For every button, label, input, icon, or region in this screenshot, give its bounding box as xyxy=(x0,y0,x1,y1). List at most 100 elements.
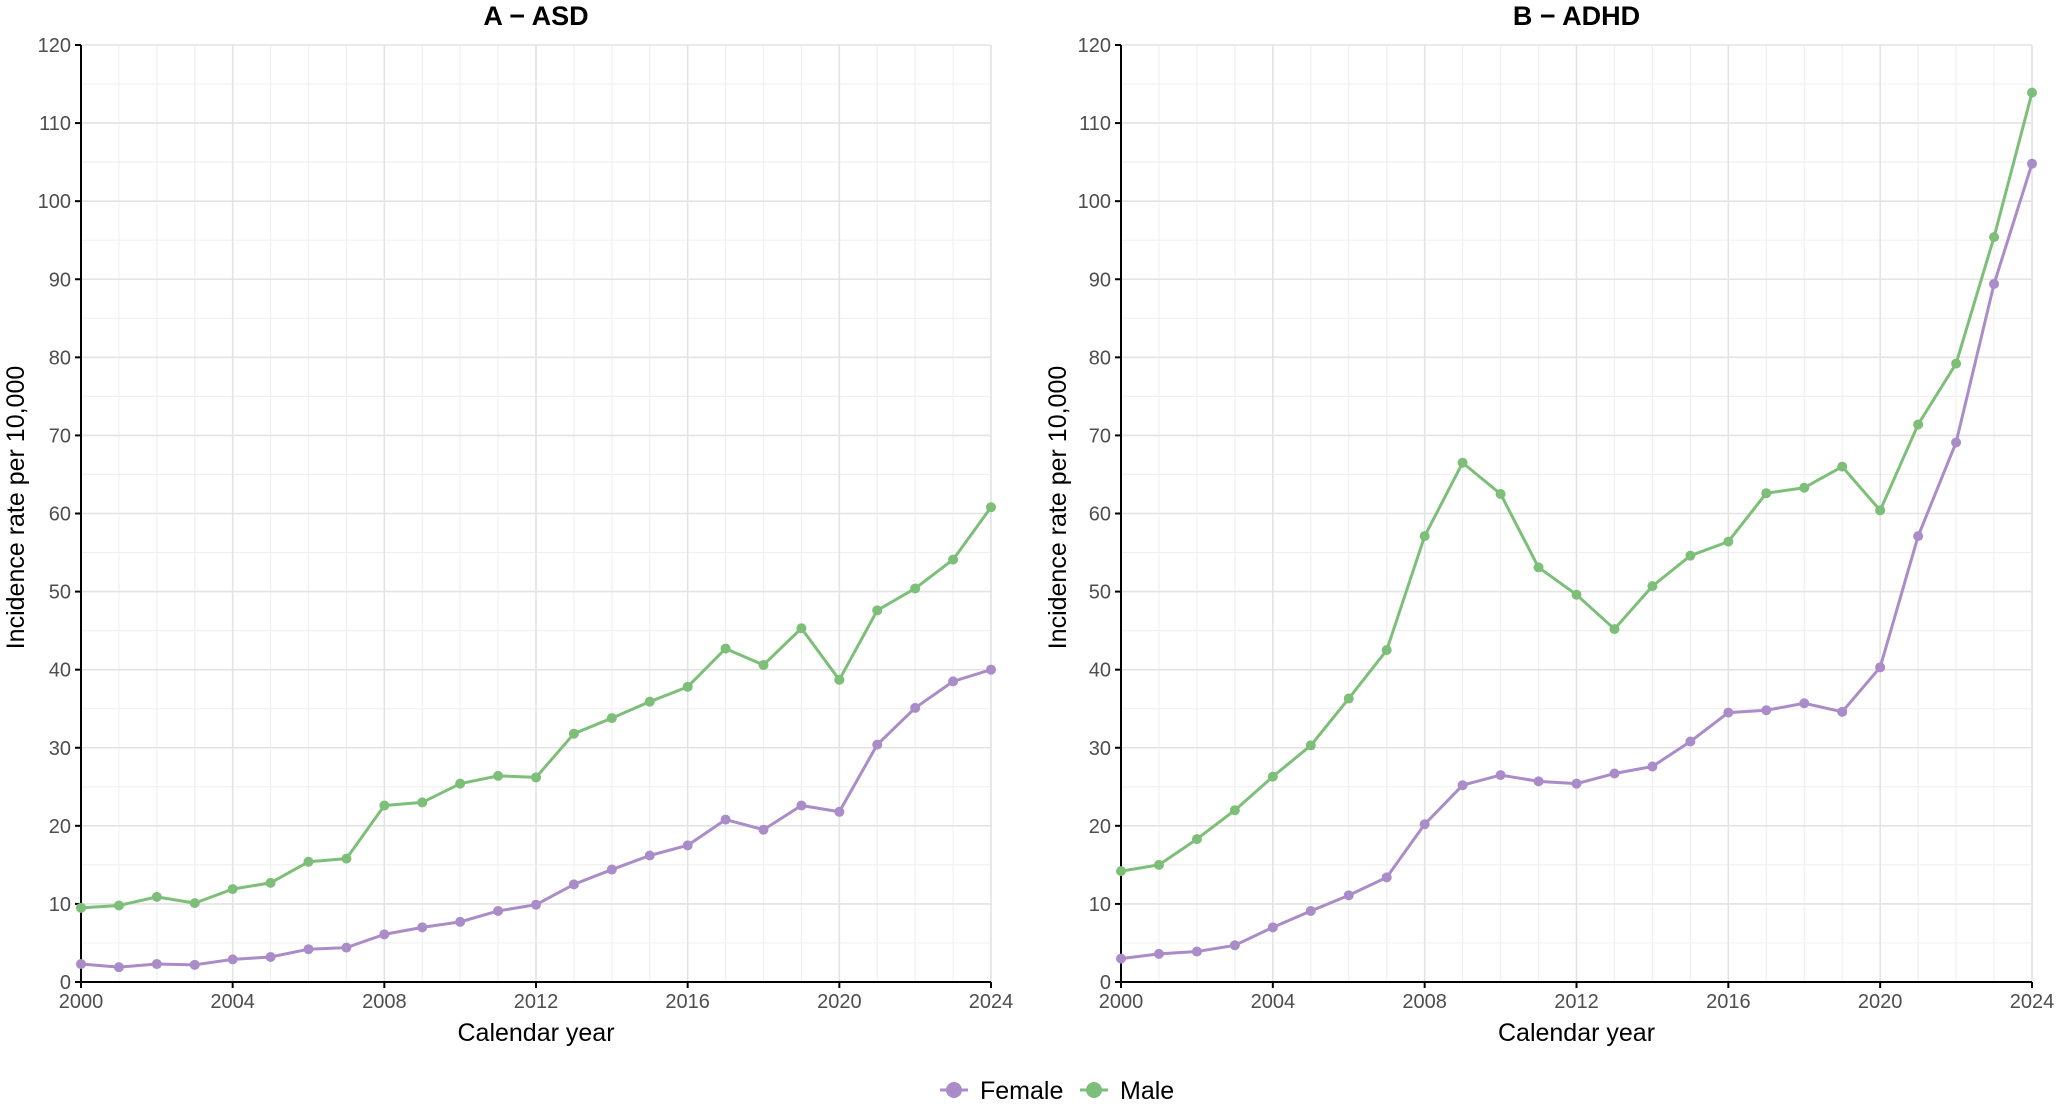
data-point-female xyxy=(341,942,352,953)
panel-title: A − ASD xyxy=(483,1,588,31)
data-point-male xyxy=(1799,482,1810,493)
x-tick-label: 2004 xyxy=(210,991,255,1013)
y-tick-label: 100 xyxy=(1078,191,1111,213)
data-point-female xyxy=(227,954,238,965)
data-point-female xyxy=(1761,705,1772,716)
data-point-male xyxy=(341,853,352,864)
series-male xyxy=(1116,87,2037,877)
data-point-female xyxy=(720,814,731,825)
y-tick-label: 70 xyxy=(1089,425,1111,447)
data-point-female xyxy=(872,739,883,750)
y-tick-label: 0 xyxy=(60,972,71,994)
data-point-male xyxy=(796,623,807,634)
x-tick-label: 2008 xyxy=(1402,991,1447,1013)
x-tick-label: 2024 xyxy=(2010,991,2055,1013)
y-tick-label: 80 xyxy=(1089,347,1111,369)
y-tick-label: 50 xyxy=(49,582,71,604)
legend: Female Male xyxy=(940,1077,1174,1105)
data-point-male xyxy=(2027,87,2037,98)
data-point-female xyxy=(1685,736,1696,747)
data-point-female xyxy=(151,959,162,970)
data-point-male xyxy=(1381,645,1392,656)
panel-adhd: 0 10 20 30 40 50 60 70 80 90 100 110 120 2000 2004 2008… xyxy=(1044,1,2054,1047)
y-tick-label: 90 xyxy=(1089,269,1111,291)
data-point-male xyxy=(834,674,845,685)
data-point-male xyxy=(1305,740,1316,751)
x-tick-label: 2020 xyxy=(817,991,862,1013)
data-point-female xyxy=(1571,778,1582,789)
data-point-male xyxy=(682,681,693,692)
data-point-male xyxy=(189,898,200,909)
data-point-male xyxy=(1419,531,1430,542)
series-female xyxy=(76,664,996,973)
y-tick-label: 120 xyxy=(1078,35,1111,57)
data-point-male xyxy=(872,605,883,616)
x-tick-label: 2012 xyxy=(1554,991,1599,1013)
data-point-female xyxy=(1913,531,1924,542)
data-point-female xyxy=(1495,770,1506,781)
data-point-male xyxy=(720,643,731,654)
x-tick-label: 2000 xyxy=(1099,991,1144,1013)
x-tick-label: 2016 xyxy=(1706,991,1751,1013)
data-point-male xyxy=(910,583,921,594)
data-point-male xyxy=(455,778,466,789)
series-female xyxy=(1116,158,2037,964)
data-point-female xyxy=(1723,707,1734,718)
data-point-male xyxy=(1647,581,1658,592)
x-tick-label: 2024 xyxy=(969,991,1014,1013)
data-point-male xyxy=(1951,358,1962,369)
data-point-female xyxy=(1116,953,1126,964)
data-point-female xyxy=(1533,776,1544,787)
data-point-female xyxy=(76,959,86,970)
data-point-female xyxy=(986,664,996,675)
y-tick-label: 20 xyxy=(1089,816,1111,838)
x-tick-label: 2012 xyxy=(514,991,559,1013)
data-point-male xyxy=(986,502,996,513)
y-tick-label: 110 xyxy=(39,113,71,135)
data-point-male xyxy=(417,797,428,808)
data-point-female xyxy=(948,676,959,687)
data-point-female xyxy=(1875,662,1886,673)
data-point-male xyxy=(644,696,655,707)
data-point-female xyxy=(531,899,541,910)
y-tick-label: 90 xyxy=(49,269,71,291)
data-point-male xyxy=(1875,505,1886,516)
data-point-male xyxy=(1571,589,1582,600)
data-point-male xyxy=(1837,461,1848,472)
data-point-female xyxy=(493,905,504,916)
y-tick-label: 50 xyxy=(1089,582,1111,604)
data-point-male xyxy=(758,659,769,670)
legend-key-female-dot xyxy=(946,1082,962,1098)
y-tick-label: 120 xyxy=(38,35,71,57)
data-point-male xyxy=(493,770,504,781)
legend-item-female: Female xyxy=(940,1077,1063,1105)
data-point-female xyxy=(1381,872,1392,883)
data-point-female xyxy=(796,800,807,811)
data-point-female xyxy=(834,806,845,817)
data-point-female xyxy=(910,702,921,713)
data-point-female xyxy=(1153,948,1164,959)
x-tick-label: 2004 xyxy=(1251,991,1296,1013)
data-point-female xyxy=(682,840,693,851)
data-point-male xyxy=(1761,488,1772,499)
data-point-female xyxy=(1837,706,1848,717)
data-point-female xyxy=(1191,946,1202,957)
data-point-male xyxy=(606,713,617,724)
data-point-female xyxy=(265,952,276,963)
y-tick-label: 30 xyxy=(49,738,71,760)
y-tick-label: 30 xyxy=(1089,738,1111,760)
data-point-male xyxy=(1116,866,1126,877)
x-tick-label: 2020 xyxy=(1858,991,1903,1013)
panel-asd: 0 10 20 30 40 50 60 70 80 90 100 110 120 2000 2004 2008… xyxy=(2,1,1013,1047)
y-tick-label: 70 xyxy=(49,425,71,447)
data-point-male xyxy=(1343,693,1354,704)
legend-key-male-dot xyxy=(1086,1082,1102,1098)
y-axis-title: Incidence rate per 10,000 xyxy=(1044,366,1072,650)
data-point-female xyxy=(189,959,200,970)
y-tick-label: 20 xyxy=(49,816,71,838)
y-tick-label: 10 xyxy=(1089,894,1111,916)
y-tick-label: 110 xyxy=(1079,113,1111,135)
y-tick-label: 40 xyxy=(1089,660,1111,682)
data-point-male xyxy=(1495,488,1506,499)
